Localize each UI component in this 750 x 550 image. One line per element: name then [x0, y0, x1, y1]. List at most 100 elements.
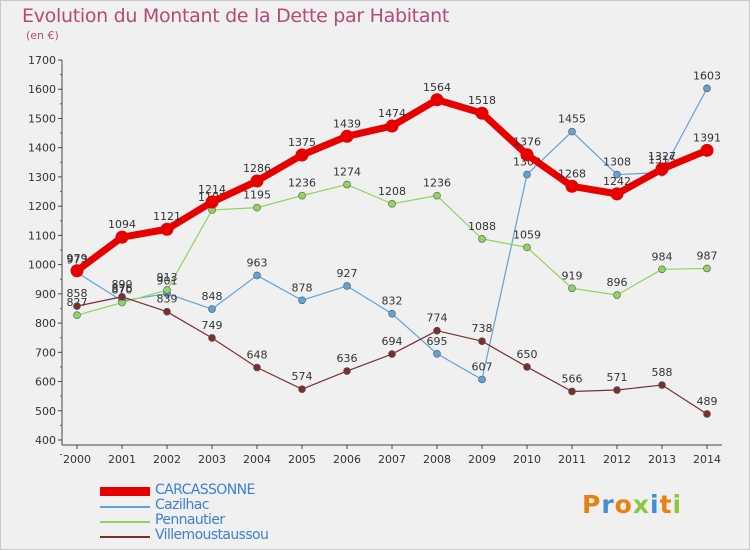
x-tick-label: 2000 [63, 453, 91, 466]
data-point-pennautier [73, 311, 81, 319]
x-tick-label: 2006 [333, 453, 361, 466]
data-label: 1439 [333, 117, 361, 130]
data-point-pennautier [478, 235, 486, 243]
data-label: 1195 [243, 189, 271, 202]
data-label: 979 [67, 252, 88, 265]
y-tick-label: 1500 [28, 112, 56, 125]
data-point-villemoustaussou [73, 302, 81, 310]
data-point-pennautier [343, 180, 351, 189]
legend-label: Villemoustaussou [155, 527, 269, 543]
data-point-pennautier [613, 291, 621, 299]
data-point-pennautier [658, 265, 666, 274]
data-label: 650 [517, 348, 538, 361]
x-tick-label: 2007 [378, 453, 406, 466]
data-point-cazilhac [703, 84, 711, 93]
data-label: 896 [607, 276, 628, 289]
data-point-carcassonne [430, 93, 444, 107]
data-label: 574 [292, 370, 313, 383]
data-point-pennautier [703, 264, 711, 273]
data-point-villemoustaussou [253, 363, 261, 372]
data-label: 876 [112, 282, 133, 295]
data-point-carcassonne [115, 230, 129, 244]
y-tick-label: 1100 [28, 229, 56, 242]
data-point-pennautier [163, 286, 171, 294]
data-point-villemoustaussou [703, 410, 711, 418]
data-point-cazilhac [298, 296, 306, 305]
logo-letter: t [659, 490, 673, 519]
data-label: 963 [247, 256, 268, 269]
data-point-pennautier [523, 243, 531, 252]
data-point-cazilhac [478, 375, 486, 384]
data-label: 1268 [558, 167, 586, 180]
data-label: 1208 [378, 185, 406, 198]
x-tick-label: 2002 [153, 453, 181, 466]
data-label: 1236 [423, 177, 451, 190]
x-tick-label: 2010 [513, 453, 541, 466]
data-point-carcassonne [250, 174, 264, 188]
data-label: 1274 [333, 166, 361, 179]
x-tick-label: 2004 [243, 453, 271, 466]
data-label: 774 [427, 312, 448, 325]
data-label: 571 [607, 371, 628, 384]
data-label: 913 [157, 271, 178, 284]
data-point-pennautier [253, 203, 261, 212]
data-point-villemoustaussou [433, 326, 441, 335]
y-tick-label: 1200 [28, 200, 56, 213]
logo-letter: o [614, 490, 633, 519]
data-label: 648 [247, 349, 268, 362]
data-point-villemoustaussou [208, 334, 216, 342]
data-point-villemoustaussou [568, 387, 576, 396]
data-label: 901 [157, 275, 178, 288]
legend-swatch [100, 487, 150, 496]
data-label: 1518 [468, 94, 496, 107]
data-label: 1376 [513, 136, 541, 149]
data-label: 738 [472, 322, 493, 335]
data-label: 1094 [108, 218, 136, 231]
data-label: 636 [337, 352, 358, 365]
data-label: 848 [202, 290, 223, 303]
data-point-cazilhac [253, 271, 261, 280]
y-tick-label: 800 [35, 317, 56, 330]
data-point-pennautier [298, 191, 306, 200]
data-label: 1059 [513, 228, 541, 241]
y-tick-label: 700 [35, 346, 56, 359]
data-label: 890 [112, 278, 133, 291]
legend-swatch [100, 506, 150, 508]
data-label: 695 [427, 335, 448, 348]
data-label: 1603 [693, 69, 721, 82]
data-point-carcassonne [700, 143, 714, 157]
data-point-pennautier [433, 191, 441, 200]
data-point-cazilhac [568, 127, 576, 136]
x-tick-label: 2008 [423, 453, 451, 466]
x-tick-label: 2012 [603, 453, 631, 466]
data-point-carcassonne [160, 222, 174, 236]
legend-label: Pennautier [155, 512, 225, 528]
logo-letter: i [650, 490, 660, 519]
data-label: 870 [112, 284, 133, 297]
chart-title: Evolution du Montant de la Dette par Hab… [22, 5, 450, 27]
data-point-villemoustaussou [658, 381, 666, 389]
data-label: 1242 [603, 175, 631, 188]
data-label: 927 [337, 267, 358, 280]
data-point-cazilhac [433, 349, 441, 358]
data-label: 1236 [288, 177, 316, 190]
logo-letter: i [672, 490, 683, 519]
data-label: 1455 [558, 113, 586, 126]
data-label: 1121 [153, 210, 181, 223]
data-point-cazilhac [523, 170, 531, 179]
legend-label: Cazilhac [155, 497, 209, 513]
data-label: 566 [562, 372, 583, 385]
y-tick-label: 1300 [28, 171, 56, 184]
legend-swatch [100, 536, 150, 538]
y-tick-label: 1600 [28, 83, 56, 96]
data-point-carcassonne [520, 148, 534, 162]
data-point-carcassonne [340, 129, 354, 143]
y-tick-label: 600 [35, 376, 56, 389]
data-point-cazilhac [388, 309, 396, 318]
data-label: 749 [202, 319, 223, 332]
x-tick-label: 2009 [468, 453, 496, 466]
data-point-pennautier [568, 284, 576, 293]
x-tick-label: 2013 [648, 453, 676, 466]
